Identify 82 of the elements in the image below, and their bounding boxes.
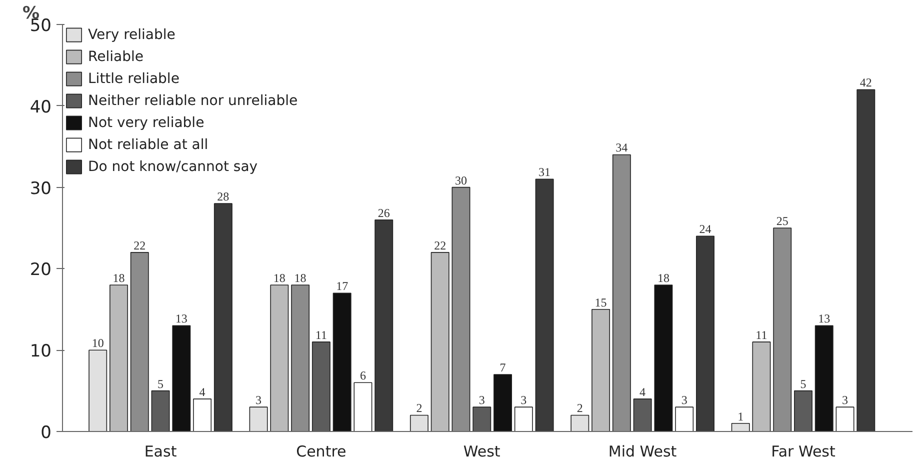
bar: [514, 406, 533, 432]
bar: [570, 414, 590, 432]
bar: [731, 422, 750, 432]
bar: [612, 154, 631, 432]
x-tick-label: Centre: [296, 442, 346, 460]
data-label: 10: [92, 336, 104, 350]
bar: [249, 406, 268, 432]
data-label: 11: [756, 328, 768, 342]
data-label: 18: [273, 270, 286, 285]
bar: [654, 284, 673, 432]
bar: [535, 178, 554, 432]
bar: [752, 342, 771, 432]
y-tick-label: 20: [30, 260, 52, 280]
data-label: 4: [640, 384, 646, 399]
bar: [270, 284, 289, 432]
y-tick-label: 0: [40, 423, 52, 443]
data-label: 5: [800, 376, 806, 391]
data-label: 2: [576, 401, 583, 416]
bar: [430, 252, 450, 432]
data-label: 6: [360, 368, 366, 383]
bar: [172, 325, 191, 432]
data-label: 3: [256, 393, 262, 408]
data-label: 4: [199, 384, 206, 399]
y-tick-label: 10: [30, 342, 52, 362]
data-label: 18: [657, 270, 670, 285]
bar: [410, 414, 428, 432]
bar: [494, 374, 512, 432]
y-tick-label: 40: [30, 97, 52, 118]
legend-label: Very reliable: [88, 26, 176, 43]
bar: [291, 284, 310, 432]
data-label: 28: [217, 190, 230, 204]
legend-label: Not reliable at all: [88, 136, 208, 153]
data-label: 13: [818, 312, 830, 326]
bar: [696, 236, 714, 432]
x-tick-label: Far West: [771, 442, 836, 460]
data-label: 2: [416, 401, 422, 416]
data-label: 3: [842, 393, 848, 408]
data-label: 26: [378, 206, 390, 220]
x-tick-label: East: [144, 442, 177, 460]
legend-label: Reliable: [88, 48, 144, 65]
data-label: 17: [336, 279, 348, 294]
bar: [214, 203, 232, 432]
data-label: 5: [158, 376, 164, 391]
x-tick-label: West: [463, 442, 500, 460]
data-label: 13: [175, 312, 188, 326]
data-label: 7: [500, 360, 506, 375]
y-tick-label: 30: [30, 178, 52, 199]
bar: [773, 228, 792, 432]
data-label: 22: [434, 238, 446, 252]
bar: [856, 89, 876, 432]
data-label: 30: [454, 173, 467, 188]
legend-label: Not very reliable: [88, 114, 204, 131]
bar: [332, 292, 352, 432]
bar: [814, 325, 834, 432]
legend-label: Do not know/cannot say: [88, 158, 258, 175]
data-label: 31: [538, 165, 551, 180]
data-label: 18: [112, 270, 125, 285]
bar: [130, 252, 149, 432]
bar: [88, 350, 108, 432]
data-label: 18: [294, 270, 306, 285]
data-label: 34: [616, 140, 628, 155]
x-tick-label: Mid West: [608, 442, 677, 460]
data-label: 1: [738, 409, 744, 424]
data-label: 22: [134, 238, 146, 252]
bar: [452, 186, 470, 432]
data-label: 3: [478, 393, 485, 408]
bar: [374, 219, 394, 432]
data-label: 3: [681, 393, 688, 408]
bar: [675, 406, 694, 432]
data-label: 11: [315, 328, 327, 342]
legend-label: Neither reliable nor unreliable: [88, 92, 298, 109]
bar: [110, 284, 128, 432]
bar: [354, 382, 372, 432]
bar: [193, 398, 212, 432]
legend-label: Little reliable: [88, 70, 180, 87]
bar: [592, 309, 610, 432]
data-label: 3: [520, 393, 527, 408]
data-label: 42: [860, 76, 872, 90]
data-label: 24: [699, 222, 712, 236]
data-label: 15: [594, 295, 607, 310]
bar: [836, 406, 854, 432]
data-label: 25: [776, 214, 788, 228]
